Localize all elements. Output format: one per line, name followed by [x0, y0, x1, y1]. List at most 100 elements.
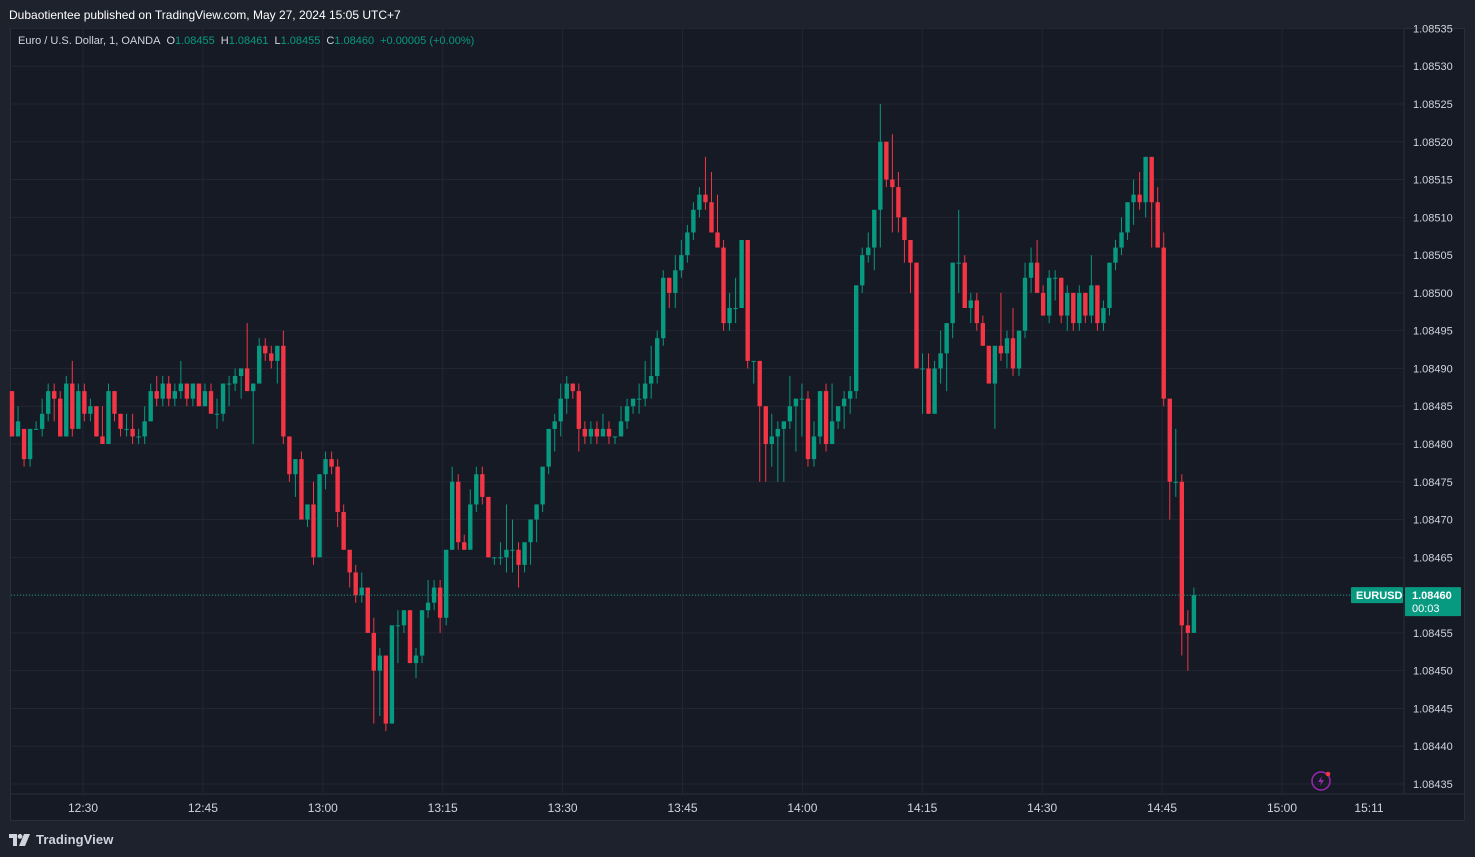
candle-body: [564, 383, 569, 399]
candle-body: [1143, 156, 1148, 203]
price-axis[interactable]: 1.08535 1.08530 1.08525 1.08520 1.08515 1.085…: [1403, 23, 1453, 794]
candle: [148, 383, 153, 422]
candle: [365, 587, 370, 633]
candle: [1173, 428, 1178, 497]
candles: [9, 104, 1197, 732]
candle: [76, 383, 81, 429]
candle: [594, 421, 600, 444]
candle: [570, 383, 575, 399]
candle-body: [1185, 625, 1191, 633]
candle-body: [612, 436, 618, 438]
candle: [281, 330, 286, 444]
candle-body: [124, 428, 129, 430]
candle: [486, 496, 491, 558]
candle-body: [582, 428, 588, 437]
candle-body: [890, 179, 895, 188]
candle-body: [739, 240, 744, 308]
candle: [449, 466, 455, 550]
candle-body: [956, 262, 961, 264]
candle-body: [884, 141, 889, 180]
price-label-box: [1405, 587, 1461, 617]
chart-frame[interactable]: [10, 28, 1465, 821]
price-tick-label: 1.08505: [1413, 250, 1453, 262]
candle: [1095, 285, 1100, 331]
candle-body: [154, 391, 159, 399]
candle-body: [401, 610, 407, 626]
price-tick-label: 1.08495: [1413, 326, 1453, 338]
candle-body: [606, 428, 612, 437]
candle: [540, 466, 545, 512]
candle: [244, 323, 250, 392]
legend: Euro / U.S. Dollar, 1, OANDA O1.08455 H1.0…: [18, 35, 474, 47]
time-tick-label: 14:15: [907, 801, 937, 815]
candle: [582, 421, 588, 444]
candle: [618, 406, 624, 437]
candle: [33, 421, 39, 430]
candle: [751, 360, 756, 384]
candle-body: [52, 391, 57, 399]
candle-body: [377, 655, 383, 671]
candle: [58, 391, 63, 437]
lightning-icon[interactable]: [1311, 771, 1331, 791]
candle-body: [341, 512, 346, 550]
tradingview-logo[interactable]: TradingView: [9, 832, 113, 847]
candle: [329, 451, 334, 475]
candle-body: [697, 194, 702, 210]
candle: [1016, 330, 1022, 376]
candle: [112, 391, 117, 422]
candle-body: [914, 262, 919, 369]
candle-body: [323, 459, 328, 475]
candle: [480, 466, 485, 505]
candle-body: [226, 383, 232, 385]
candle: [1161, 232, 1166, 407]
candle-body: [166, 383, 171, 399]
candle: [456, 474, 461, 550]
candle-body: [691, 209, 696, 233]
candle-body: [546, 428, 551, 467]
candle-body: [673, 270, 678, 293]
candle: [1155, 187, 1160, 248]
candle-body: [419, 610, 425, 656]
candle: [787, 376, 793, 429]
candle-body: [751, 360, 756, 362]
candle-body: [829, 421, 835, 444]
candle-body: [1077, 292, 1082, 324]
candle-body: [1083, 292, 1088, 316]
candle-body: [136, 436, 141, 438]
candle-body: [522, 542, 527, 565]
candle-body: [190, 383, 196, 399]
candle: [926, 353, 931, 414]
legend-high-label: H: [220, 35, 229, 47]
candle: [232, 368, 238, 392]
candle-body: [1179, 481, 1185, 626]
candle: [1065, 285, 1070, 331]
candle-body: [769, 436, 774, 444]
candle-body: [21, 428, 27, 460]
candle-body: [558, 398, 563, 422]
candle-body: [600, 428, 606, 437]
candle-body: [70, 383, 75, 429]
candle-body: [805, 398, 811, 460]
candle-body: [703, 194, 708, 203]
candle: [52, 383, 57, 422]
candle: [600, 413, 606, 437]
candle-body: [986, 345, 992, 384]
candle: [829, 383, 835, 444]
candle-body: [359, 587, 364, 596]
candle-body: [456, 481, 461, 543]
candle-body: [437, 587, 443, 618]
time-axis[interactable]: 12:30 12:45 13:00 13:15 13:30 13:45 14:00 14:15…: [11, 793, 1465, 815]
legend-change: +0.00005 (+0.00%): [380, 35, 475, 47]
candle-body: [510, 549, 515, 551]
candle: [552, 413, 557, 452]
candle: [317, 474, 322, 558]
time-tick-label: 12:45: [188, 801, 218, 815]
price-tick-label: 1.08435: [1413, 779, 1453, 791]
legend-open-value: 1.08455: [175, 35, 215, 47]
candle-body: [220, 383, 226, 414]
candle: [275, 345, 280, 384]
candle-body: [238, 368, 244, 376]
candle: [437, 580, 443, 633]
candle-body: [492, 557, 497, 559]
